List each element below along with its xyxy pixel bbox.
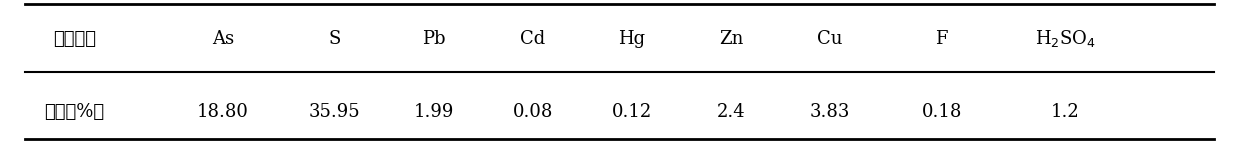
Text: 含量（%）: 含量（%） [45, 103, 104, 121]
Text: Zn: Zn [719, 30, 743, 48]
Text: Hg: Hg [618, 30, 646, 48]
Text: 0.12: 0.12 [612, 103, 652, 121]
Text: 0.08: 0.08 [513, 103, 553, 121]
Text: H$_2$SO$_4$: H$_2$SO$_4$ [1035, 28, 1097, 49]
Text: 1.99: 1.99 [414, 103, 453, 121]
Text: 0.18: 0.18 [922, 103, 961, 121]
Text: 35.95: 35.95 [309, 103, 361, 121]
Text: S: S [328, 30, 341, 48]
Text: Pb: Pb [422, 30, 445, 48]
Text: Cd: Cd [520, 30, 545, 48]
Text: 元素名称: 元素名称 [53, 30, 95, 48]
Text: As: As [212, 30, 234, 48]
Text: 2.4: 2.4 [716, 103, 746, 121]
Text: 1.2: 1.2 [1051, 103, 1080, 121]
Text: 3.83: 3.83 [810, 103, 850, 121]
Text: 18.80: 18.80 [197, 103, 249, 121]
Text: F: F [935, 30, 948, 48]
Text: Cu: Cu [818, 30, 843, 48]
